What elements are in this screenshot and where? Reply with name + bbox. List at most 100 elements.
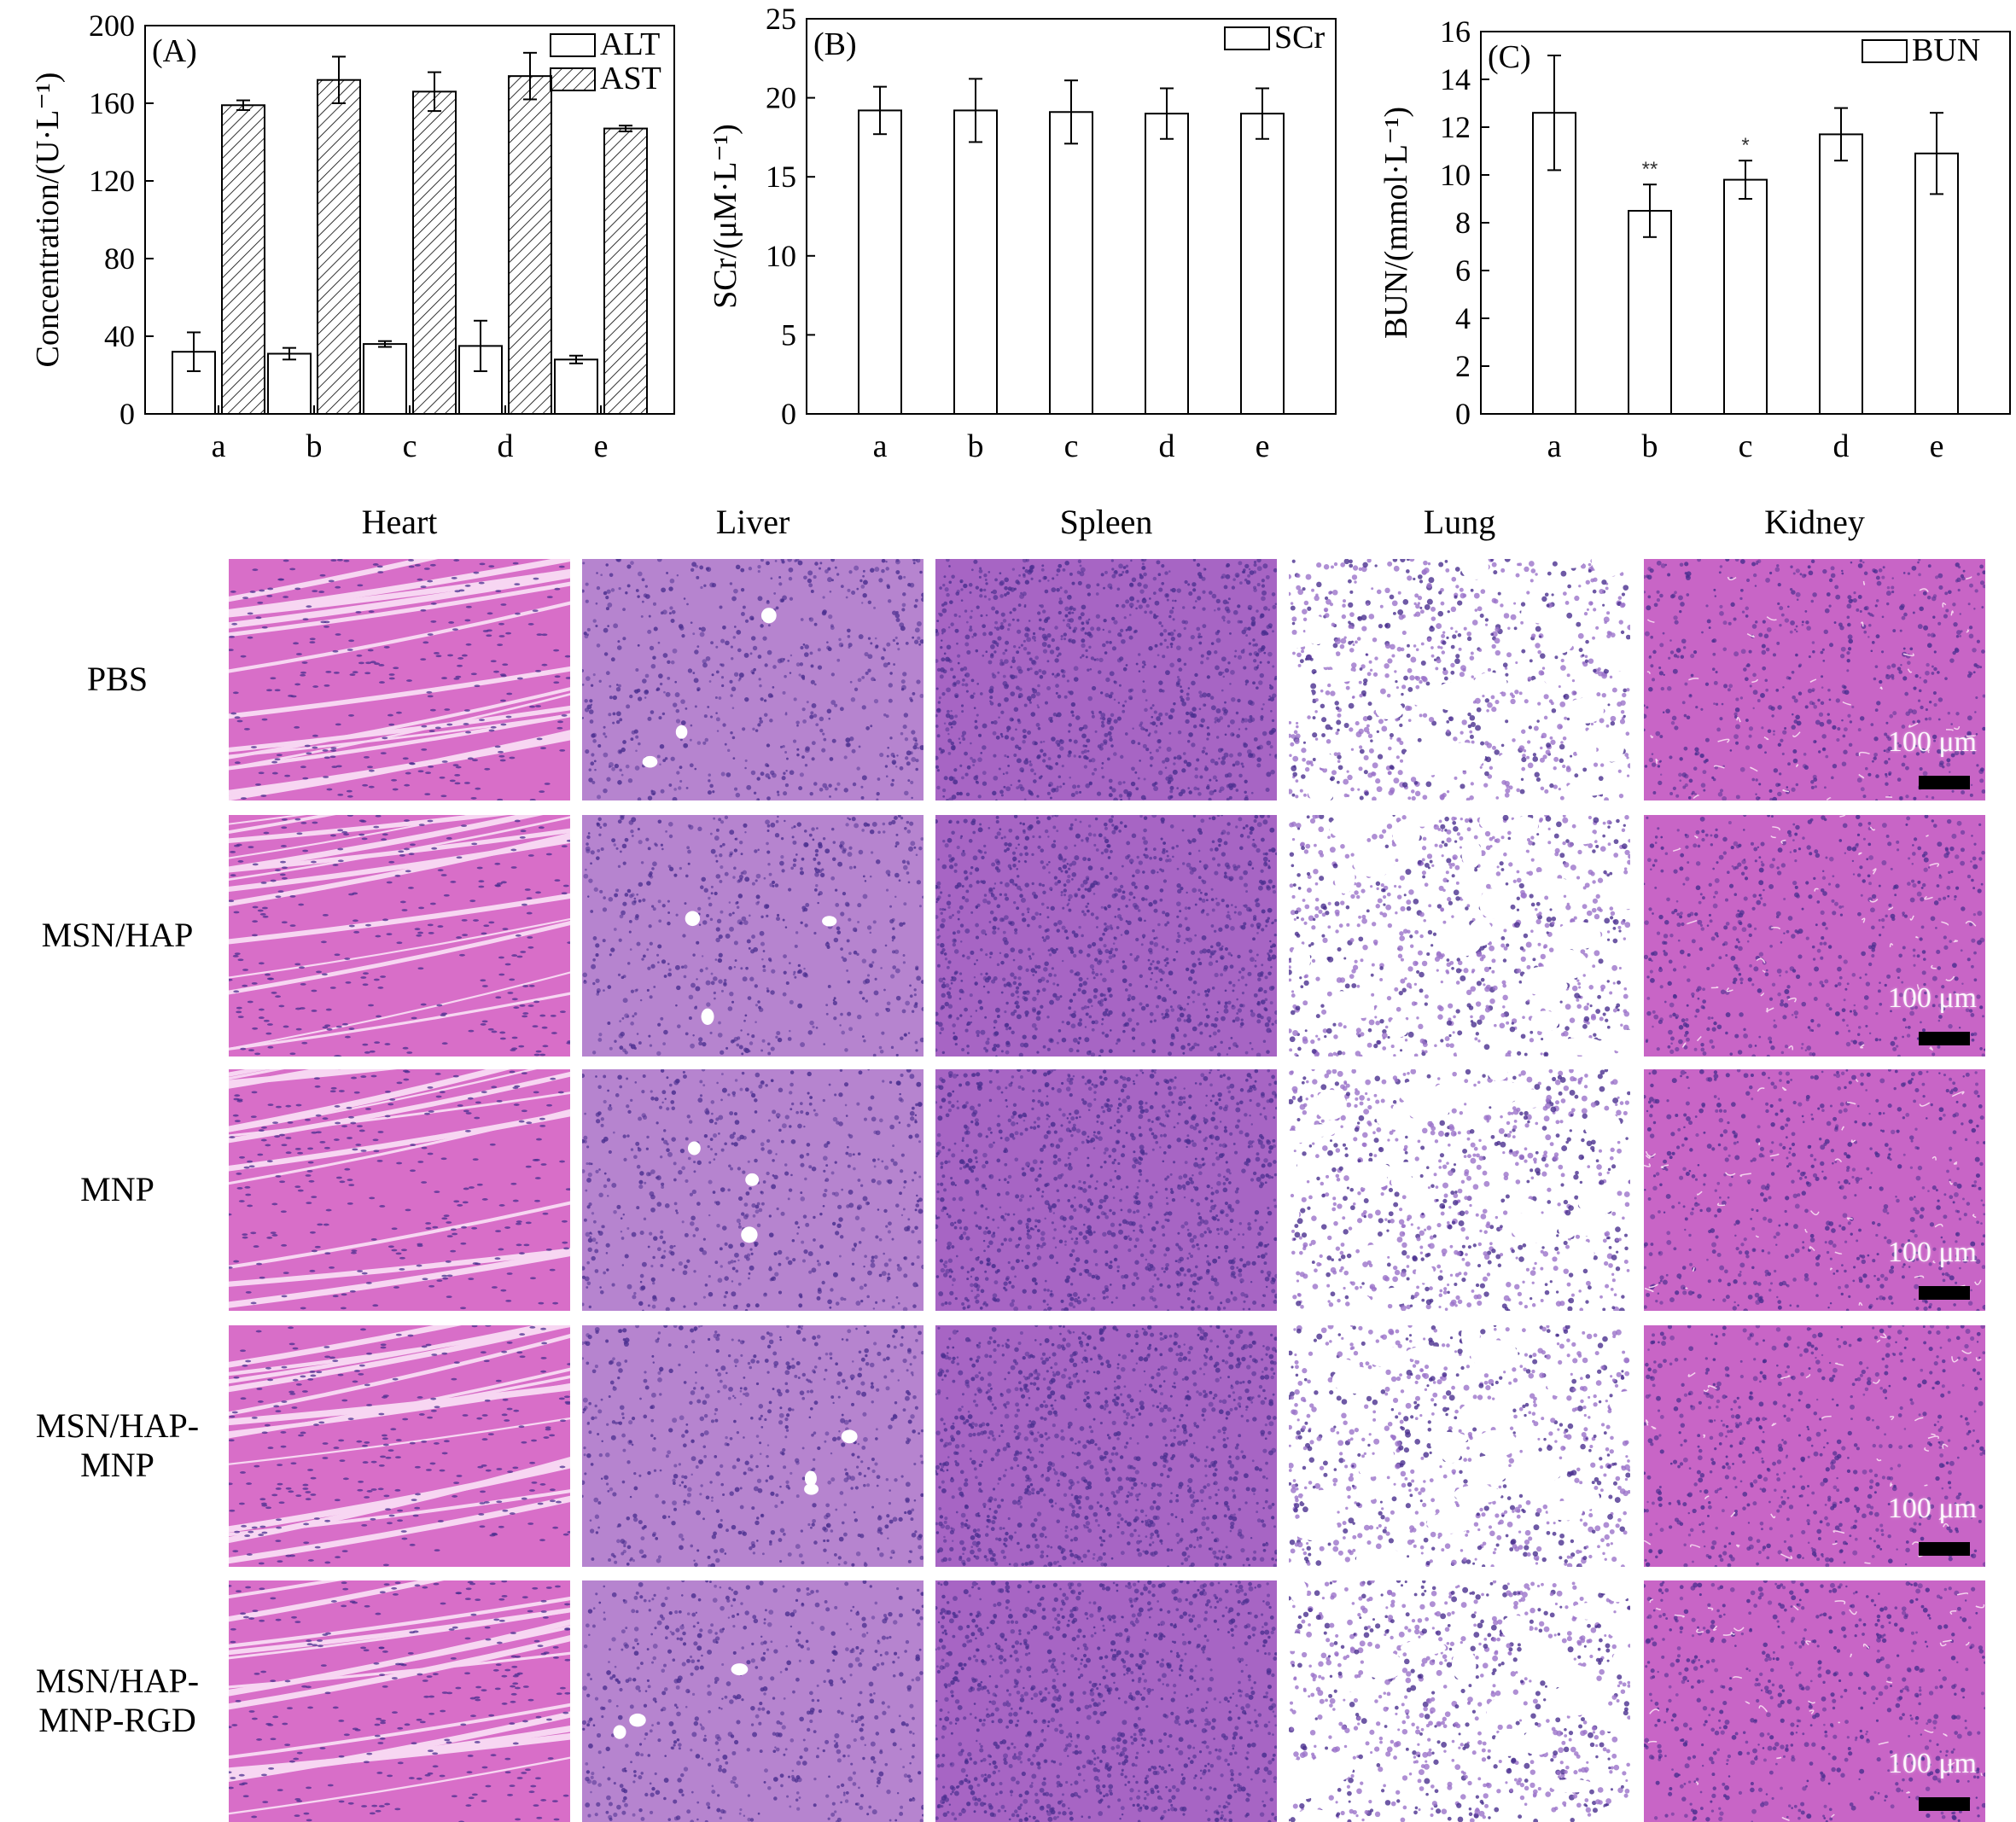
y-tick-label: 0	[1455, 397, 1471, 431]
significance-label: *	[1741, 134, 1749, 157]
micrograph-lung	[1289, 1325, 1630, 1567]
scale-bar-label: 100 μm	[1888, 1237, 1977, 1269]
row-label: MSN/HAP- MNP	[17, 1406, 218, 1485]
y-tick-label: 6	[1455, 253, 1471, 288]
bar	[222, 105, 265, 414]
micrograph-heart	[229, 559, 570, 800]
legend-label: ALT	[600, 26, 660, 62]
x-tick-label: d	[1159, 428, 1175, 464]
bar	[1050, 112, 1092, 414]
micrograph-lung	[1289, 559, 1630, 800]
panel-label: (B)	[813, 26, 857, 62]
x-tick-label: a	[873, 428, 888, 464]
x-tick-label: c	[1064, 428, 1079, 464]
micrograph-kidney: 100 μm	[1644, 1325, 1985, 1567]
micrograph-liver	[582, 1325, 924, 1567]
row-label: MSN/HAP- MNP-RGD	[17, 1662, 218, 1740]
x-tick-label: e	[1930, 428, 1944, 464]
y-tick-label: 10	[1440, 158, 1471, 192]
y-axis-label: SCr/(μM·L⁻¹)	[708, 124, 743, 308]
legend-label: BUN	[1912, 32, 1980, 68]
micrograph-spleen	[935, 1325, 1277, 1567]
y-axis-label: Concentration/(U·L⁻¹)	[30, 73, 66, 368]
x-tick-label: b	[968, 428, 984, 464]
bar	[1629, 211, 1671, 414]
x-tick-label: c	[403, 428, 417, 464]
legend-label: AST	[600, 61, 661, 96]
significance-label: **	[1642, 158, 1658, 181]
bar	[1820, 134, 1862, 414]
legend-swatch	[551, 34, 595, 56]
y-tick-label: 0	[781, 397, 796, 431]
bar	[555, 359, 597, 414]
bar	[1145, 114, 1188, 414]
micrograph-liver	[582, 815, 924, 1057]
x-tick-label: d	[498, 428, 514, 464]
x-tick-label: e	[1256, 428, 1270, 464]
row-label: PBS	[17, 660, 218, 699]
column-label-heart: Heart	[271, 502, 527, 542]
y-tick-label: 4	[1455, 301, 1471, 335]
bar	[364, 344, 406, 414]
x-tick-label: b	[1642, 428, 1658, 464]
legend-label: SCr	[1274, 20, 1325, 55]
row-label: MNP	[17, 1170, 218, 1209]
bar	[268, 353, 311, 414]
y-tick-label: 8	[1455, 206, 1471, 240]
micrograph-kidney: 100 μm	[1644, 815, 1985, 1057]
y-tick-label: 16	[1440, 15, 1471, 49]
scale-bar-label: 100 μm	[1888, 982, 1977, 1015]
micrograph-spleen	[935, 559, 1277, 800]
bar	[954, 110, 997, 414]
y-tick-label: 200	[89, 9, 135, 43]
micrograph-liver	[582, 559, 924, 800]
micrograph-heart	[229, 815, 570, 1057]
micrograph-liver	[582, 1580, 924, 1822]
bar	[413, 91, 456, 414]
scale-bar	[1919, 776, 1970, 789]
y-tick-label: 40	[104, 319, 135, 353]
legend-swatch	[1225, 27, 1269, 49]
bar	[509, 76, 551, 414]
micrograph-kidney: 100 μm	[1644, 1069, 1985, 1311]
x-tick-label: d	[1833, 428, 1850, 464]
micrograph-lung	[1289, 1580, 1630, 1822]
y-tick-label: 120	[89, 164, 135, 198]
legend-swatch	[1862, 40, 1907, 62]
y-tick-label: 0	[119, 397, 135, 431]
scale-bar	[1919, 1032, 1970, 1045]
micrograph-heart	[229, 1580, 570, 1822]
y-tick-label: 14	[1440, 62, 1471, 96]
y-tick-label: 5	[781, 317, 796, 352]
x-tick-label: c	[1739, 428, 1753, 464]
micrograph-spleen	[935, 815, 1277, 1057]
scale-bar-label: 100 μm	[1888, 1493, 1977, 1525]
y-tick-label: 10	[766, 239, 796, 273]
micrograph-spleen	[935, 1069, 1277, 1311]
bar	[318, 80, 360, 414]
scale-bar-label: 100 μm	[1888, 1748, 1977, 1780]
bar	[1724, 180, 1767, 414]
legend-swatch	[551, 68, 595, 90]
bar	[1241, 114, 1284, 414]
micrograph-lung	[1289, 815, 1630, 1057]
x-tick-label: a	[212, 428, 226, 464]
bar	[604, 129, 647, 414]
micrograph-liver	[582, 1069, 924, 1311]
micrograph-heart	[229, 1069, 570, 1311]
bar	[859, 110, 901, 414]
y-tick-label: 15	[766, 160, 796, 194]
x-tick-label: e	[594, 428, 609, 464]
y-tick-label: 20	[766, 81, 796, 115]
x-tick-label: b	[306, 428, 323, 464]
scale-bar-label: 100 μm	[1888, 726, 1977, 759]
column-label-spleen: Spleen	[978, 502, 1234, 542]
panel-label: (A)	[152, 33, 197, 69]
y-axis-label: BUN/(mmol·L⁻¹)	[1378, 107, 1414, 339]
micrograph-heart	[229, 1325, 570, 1567]
row-label: MSN/HAP	[17, 916, 218, 955]
scale-bar	[1919, 1286, 1970, 1300]
scale-bar	[1919, 1542, 1970, 1556]
y-tick-label: 2	[1455, 349, 1471, 383]
